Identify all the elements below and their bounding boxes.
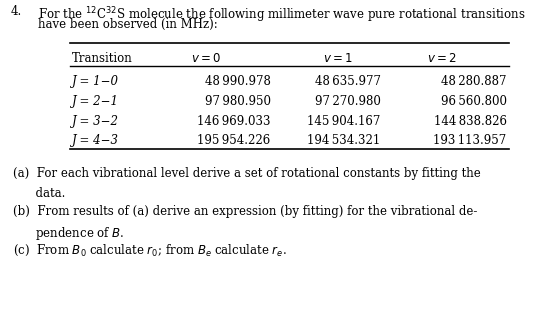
Text: J = 4−3: J = 4−3 bbox=[72, 134, 120, 148]
Text: have been observed (in MHz):: have been observed (in MHz): bbox=[38, 18, 217, 31]
Text: 48 635.977: 48 635.977 bbox=[315, 75, 381, 89]
Text: $v = 0$: $v = 0$ bbox=[191, 52, 221, 66]
Text: J = 2−1: J = 2−1 bbox=[72, 95, 120, 108]
Text: J = 1−0: J = 1−0 bbox=[72, 75, 120, 89]
Text: 193 113.957: 193 113.957 bbox=[433, 134, 507, 148]
Text: 96 560.800: 96 560.800 bbox=[441, 95, 507, 108]
Text: 48 280.887: 48 280.887 bbox=[441, 75, 507, 89]
Text: J = 3−2: J = 3−2 bbox=[72, 115, 120, 128]
Text: 48 990.978: 48 990.978 bbox=[205, 75, 271, 89]
Text: 146 969.033: 146 969.033 bbox=[197, 115, 271, 128]
Text: pendence of $B$.: pendence of $B$. bbox=[13, 225, 125, 242]
Text: Transition: Transition bbox=[72, 52, 133, 66]
Text: (c)  From $B_0$ calculate $r_0$; from $B_e$ calculate $r_e$.: (c) From $B_0$ calculate $r_0$; from $B_… bbox=[13, 243, 287, 258]
Text: $v = 2$: $v = 2$ bbox=[427, 52, 457, 66]
Text: For the $^{12}$C$^{32}$S molecule the following millimeter wave pure rotational : For the $^{12}$C$^{32}$S molecule the fo… bbox=[38, 5, 525, 25]
Text: 145 904.167: 145 904.167 bbox=[307, 115, 381, 128]
Text: 97 270.980: 97 270.980 bbox=[315, 95, 381, 108]
Text: 144 838.826: 144 838.826 bbox=[434, 115, 507, 128]
Text: 195 954.226: 195 954.226 bbox=[197, 134, 271, 148]
Text: $v = 1$: $v = 1$ bbox=[323, 52, 353, 66]
Text: 194 534.321: 194 534.321 bbox=[307, 134, 381, 148]
Text: 4.: 4. bbox=[11, 5, 22, 18]
Text: 97 980.950: 97 980.950 bbox=[205, 95, 271, 108]
Text: (b)  From results of (a) derive an expression (by fitting) for the vibrational d: (b) From results of (a) derive an expres… bbox=[13, 205, 478, 218]
Text: (a)  For each vibrational level derive a set of rotational constants by fitting : (a) For each vibrational level derive a … bbox=[13, 167, 481, 180]
Text: data.: data. bbox=[13, 187, 66, 200]
